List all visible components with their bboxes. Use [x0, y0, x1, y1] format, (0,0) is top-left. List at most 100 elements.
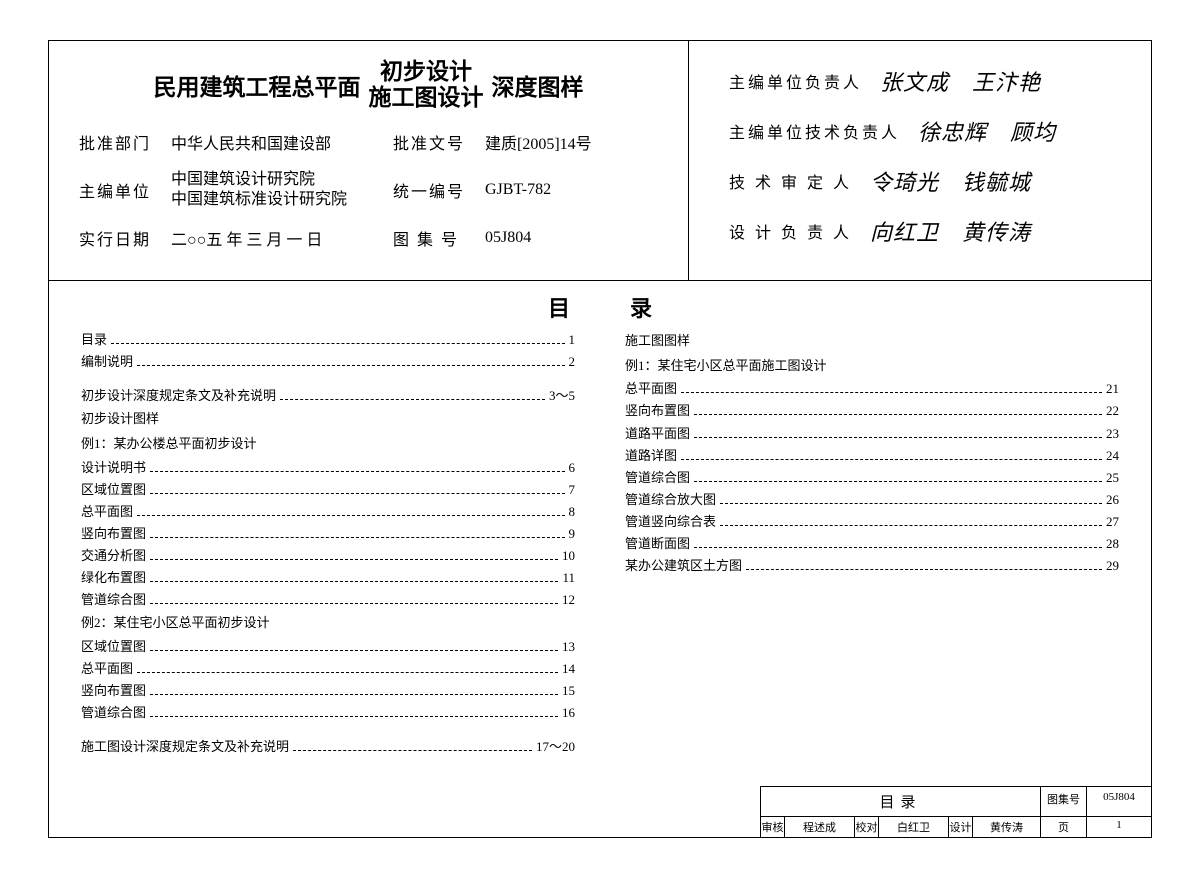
toc-col-left: 目录1编制说明2初步设计深度规定条文及补充说明3～5初步设计图样例1：某办公楼总… [81, 329, 575, 758]
toc-leader [150, 650, 558, 651]
toc-entry-text: 编制说明 [81, 351, 133, 373]
toc-entry-text: 竖向布置图 [81, 523, 146, 545]
toc-leader [694, 481, 1102, 482]
toc-entry-text: 总平面图 [81, 658, 133, 680]
toc-leader [681, 392, 1102, 393]
toc-leader [150, 694, 558, 695]
toc-entry: 道路平面图 23 [625, 423, 1119, 445]
toc-leader [111, 343, 564, 344]
toc-title: 目录 [81, 291, 1119, 323]
toc-entry-page: 11 [562, 567, 575, 589]
toc-entry-text: 总平面图 [81, 501, 133, 523]
toc-entry: 施工图设计深度规定条文及补充说明17～20 [81, 736, 575, 758]
toc-entry: 目录1 [81, 329, 575, 351]
editor-label: 主编单位 [79, 178, 159, 202]
approve-dept-label: 批准部门 [79, 130, 159, 154]
toc-entry-text: 竖向布置图 [81, 680, 146, 702]
title-right: 深度图样 [492, 68, 584, 102]
toc-entry: 总平面图21 [625, 378, 1119, 400]
unino: GJBT-782 [485, 181, 658, 199]
tb-design-name: 黄传涛 [973, 817, 1041, 837]
toc-heading: 例2：某住宅小区总平面初步设计 [81, 611, 575, 636]
toc-entry-page: 23 [1106, 423, 1119, 445]
toc-leader [280, 399, 545, 400]
toc-entry: 管道竖向综合表 27 [625, 511, 1119, 533]
title-block-bottom: 审核 程述成 校对 白红卫 设计 黄传涛 页 1 [761, 816, 1151, 837]
title-block-top: 目录 图集号 05J804 [761, 787, 1151, 816]
toc-entry: 管道综合图12 [81, 589, 575, 611]
toc-entry-page: 15 [562, 680, 575, 702]
toc-entry-page: 7 [569, 479, 576, 501]
toc-leader [150, 493, 564, 494]
toc-leader [694, 547, 1102, 548]
signer-row-2: 主编单位技术负责人 徐忠辉 顾均 [729, 115, 1121, 147]
toc-entry-text: 管道综合图 [81, 589, 146, 611]
toc-entry: 设计说明书6 [81, 457, 575, 479]
toc-entry: 初步设计深度规定条文及补充说明3～5 [81, 385, 575, 407]
toc-entry-text: 目录 [81, 329, 107, 351]
signer-2-value: 徐忠辉 顾均 [918, 115, 1056, 147]
tb-page-value: 1 [1087, 817, 1151, 837]
toc-entry-text: 管道竖向综合表 [625, 511, 716, 533]
toc-spacer [81, 724, 575, 736]
signer-3-label: 技 术 审 定 人 [729, 169, 852, 193]
toc-entry-page: 25 [1106, 467, 1119, 489]
toc-entry-page: 3～5 [549, 385, 575, 407]
toc-entry: 竖向布置图9 [81, 523, 575, 545]
title-block: 目录 图集号 05J804 审核 程述成 校对 白红卫 设计 黄传涛 页 1 [760, 786, 1151, 837]
toc-entry: 道路详图 24 [625, 445, 1119, 467]
toc-entry: 竖向布置图 15 [81, 680, 575, 702]
editor-2: 中国建筑标准设计研究院 [171, 190, 381, 210]
date: 二○○五 年 三 月 一 日 [171, 226, 381, 250]
title-stack-top: 初步设计 [380, 59, 472, 85]
toc-entry-page: 6 [569, 457, 576, 479]
toc-leader [681, 459, 1102, 460]
toc-entry: 总平面图14 [81, 658, 575, 680]
toc-leader [150, 559, 558, 560]
toc-entry-text: 区域位置图 [81, 479, 146, 501]
signer-2-label: 主编单位技术负责人 [729, 119, 900, 143]
toc-leader [137, 672, 558, 673]
toc-entry-text: 管道综合图 [81, 702, 146, 724]
title-stack: 初步设计 施工图设计 [369, 59, 484, 112]
unino-label: 统一编号 [393, 178, 473, 202]
editor-1: 中国建筑设计研究院 [171, 170, 381, 190]
toc-entry-page: 16 [562, 702, 575, 724]
toc-entry: 绿化布置图11 [81, 567, 575, 589]
toc-entry-page: 24 [1106, 445, 1119, 467]
tb-design-label: 设计 [949, 817, 973, 837]
toc-entry-page: 29 [1106, 555, 1119, 577]
toc-entry-text: 交通分析图 [81, 545, 146, 567]
toc-entry-page: 17～20 [536, 736, 575, 758]
toc-entry: 区域位置图13 [81, 636, 575, 658]
signer-4-value: 向红卫 黄传涛 [870, 215, 1031, 247]
toc-entry-page: 27 [1106, 511, 1119, 533]
toc-heading: 例1：某办公楼总平面初步设计 [81, 432, 575, 457]
toc-entry-page: 2 [569, 351, 576, 373]
toc-col-right: 施工图图样例1：某住宅小区总平面施工图设计总平面图21竖向布置图22道路平面图2… [625, 329, 1119, 758]
toc-entry-page: 21 [1106, 378, 1119, 400]
toc-columns: 目录1编制说明2初步设计深度规定条文及补充说明3～5初步设计图样例1：某办公楼总… [81, 329, 1119, 758]
signer-3-value: 令琦光 钱毓城 [870, 165, 1031, 197]
tb-page-label: 页 [1041, 817, 1087, 837]
toc-entry-text: 道路平面图 [625, 423, 690, 445]
signer-1-value: 张文成 王汴艳 [880, 65, 1041, 97]
toc-leader [720, 525, 1102, 526]
signer-row-3: 技 术 审 定 人 令琦光 钱毓城 [729, 165, 1121, 197]
toc-entry: 管道综合放大图26 [625, 489, 1119, 511]
toc-entry-text: 某办公建筑区土方图 [625, 555, 742, 577]
drawing-sheet: 民用建筑工程总平面 初步设计 施工图设计 深度图样 批准部门 中华人民共和国建设… [48, 40, 1152, 838]
signer-row-1: 主编单位负责人 张文成 王汴艳 [729, 65, 1121, 97]
atlas-label: 图 集 号 [393, 226, 473, 250]
signer-1-label: 主编单位负责人 [729, 69, 862, 93]
tb-atlas-value: 05J804 [1087, 787, 1151, 816]
date-label: 实行日期 [79, 226, 159, 250]
toc-leader [137, 365, 564, 366]
header: 民用建筑工程总平面 初步设计 施工图设计 深度图样 批准部门 中华人民共和国建设… [49, 41, 1151, 281]
signer-row-4: 设 计 负 责 人 向红卫 黄传涛 [729, 215, 1121, 247]
tb-review-name: 程述成 [785, 817, 855, 837]
toc-entry-text: 道路详图 [625, 445, 677, 467]
header-left: 民用建筑工程总平面 初步设计 施工图设计 深度图样 批准部门 中华人民共和国建设… [49, 41, 689, 280]
body: 目录 目录1编制说明2初步设计深度规定条文及补充说明3～5初步设计图样例1：某办… [49, 281, 1151, 837]
toc-entry-page: 22 [1106, 400, 1119, 422]
